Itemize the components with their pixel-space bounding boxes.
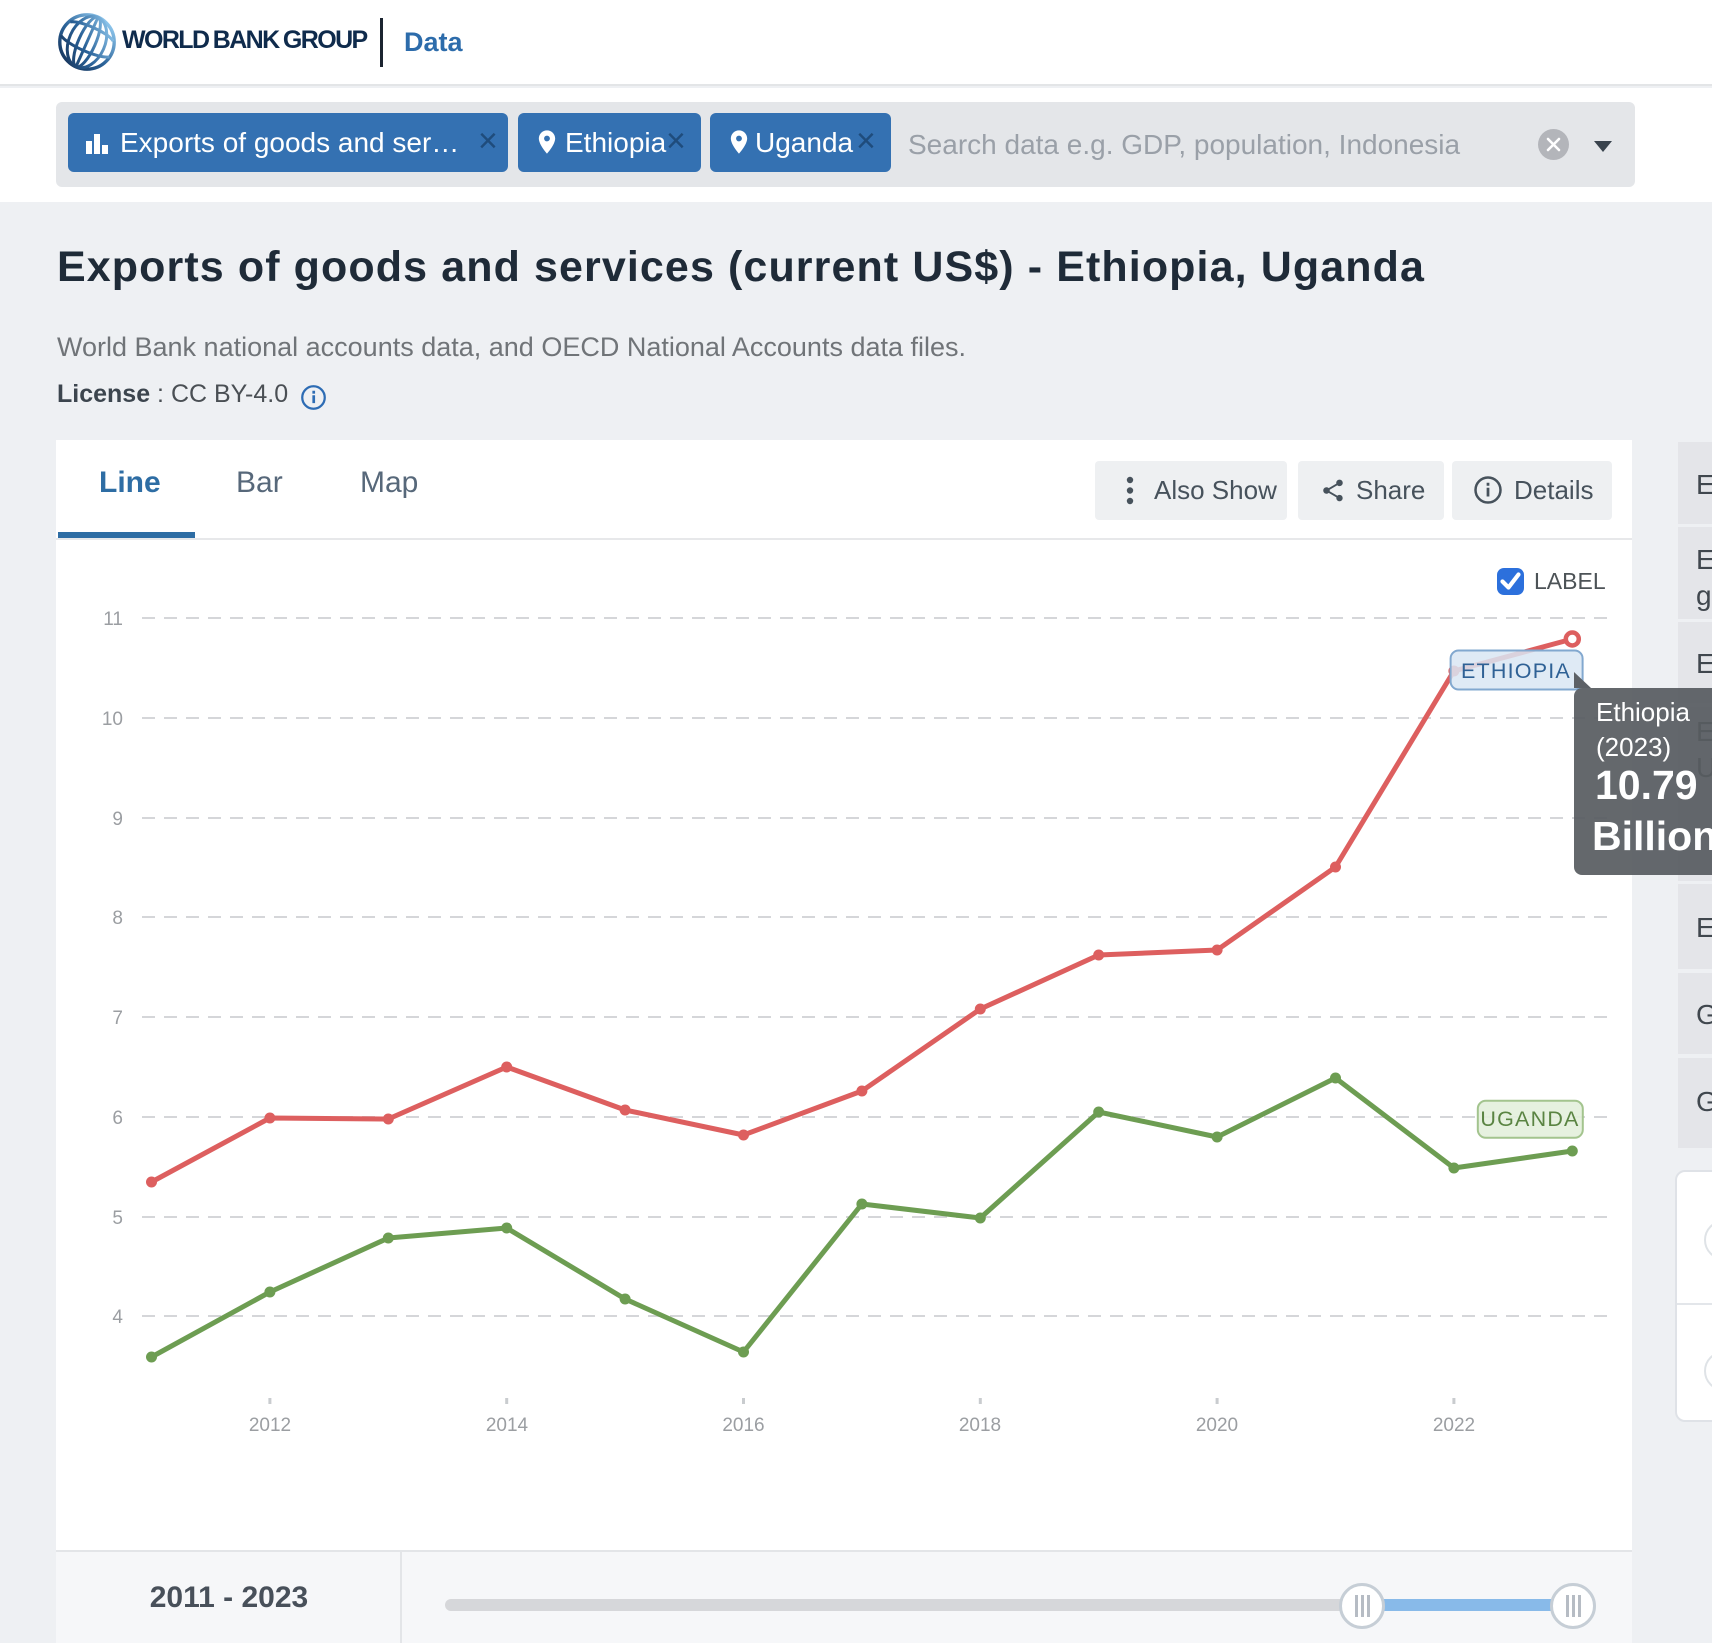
svg-text:2012: 2012 [249,1415,291,1436]
svg-text:10: 10 [102,709,123,730]
svg-text:11: 11 [103,609,123,630]
svg-text:UGANDA: UGANDA [1480,1107,1579,1131]
svg-text:4: 4 [112,1307,123,1328]
svg-text:7: 7 [112,1008,123,1029]
svg-text:LABEL: LABEL [1534,568,1606,594]
svg-text:2014: 2014 [486,1415,529,1436]
svg-text:6: 6 [112,1108,123,1129]
svg-text:ETHIOPIA: ETHIOPIA [1461,659,1571,683]
svg-text:2016: 2016 [722,1415,764,1436]
svg-text:2018: 2018 [959,1415,1001,1436]
svg-text:8: 8 [112,908,123,929]
svg-text:2020: 2020 [1196,1415,1238,1436]
svg-text:9: 9 [112,809,123,830]
svg-text:5: 5 [112,1208,123,1229]
svg-text:2022: 2022 [1433,1415,1475,1436]
